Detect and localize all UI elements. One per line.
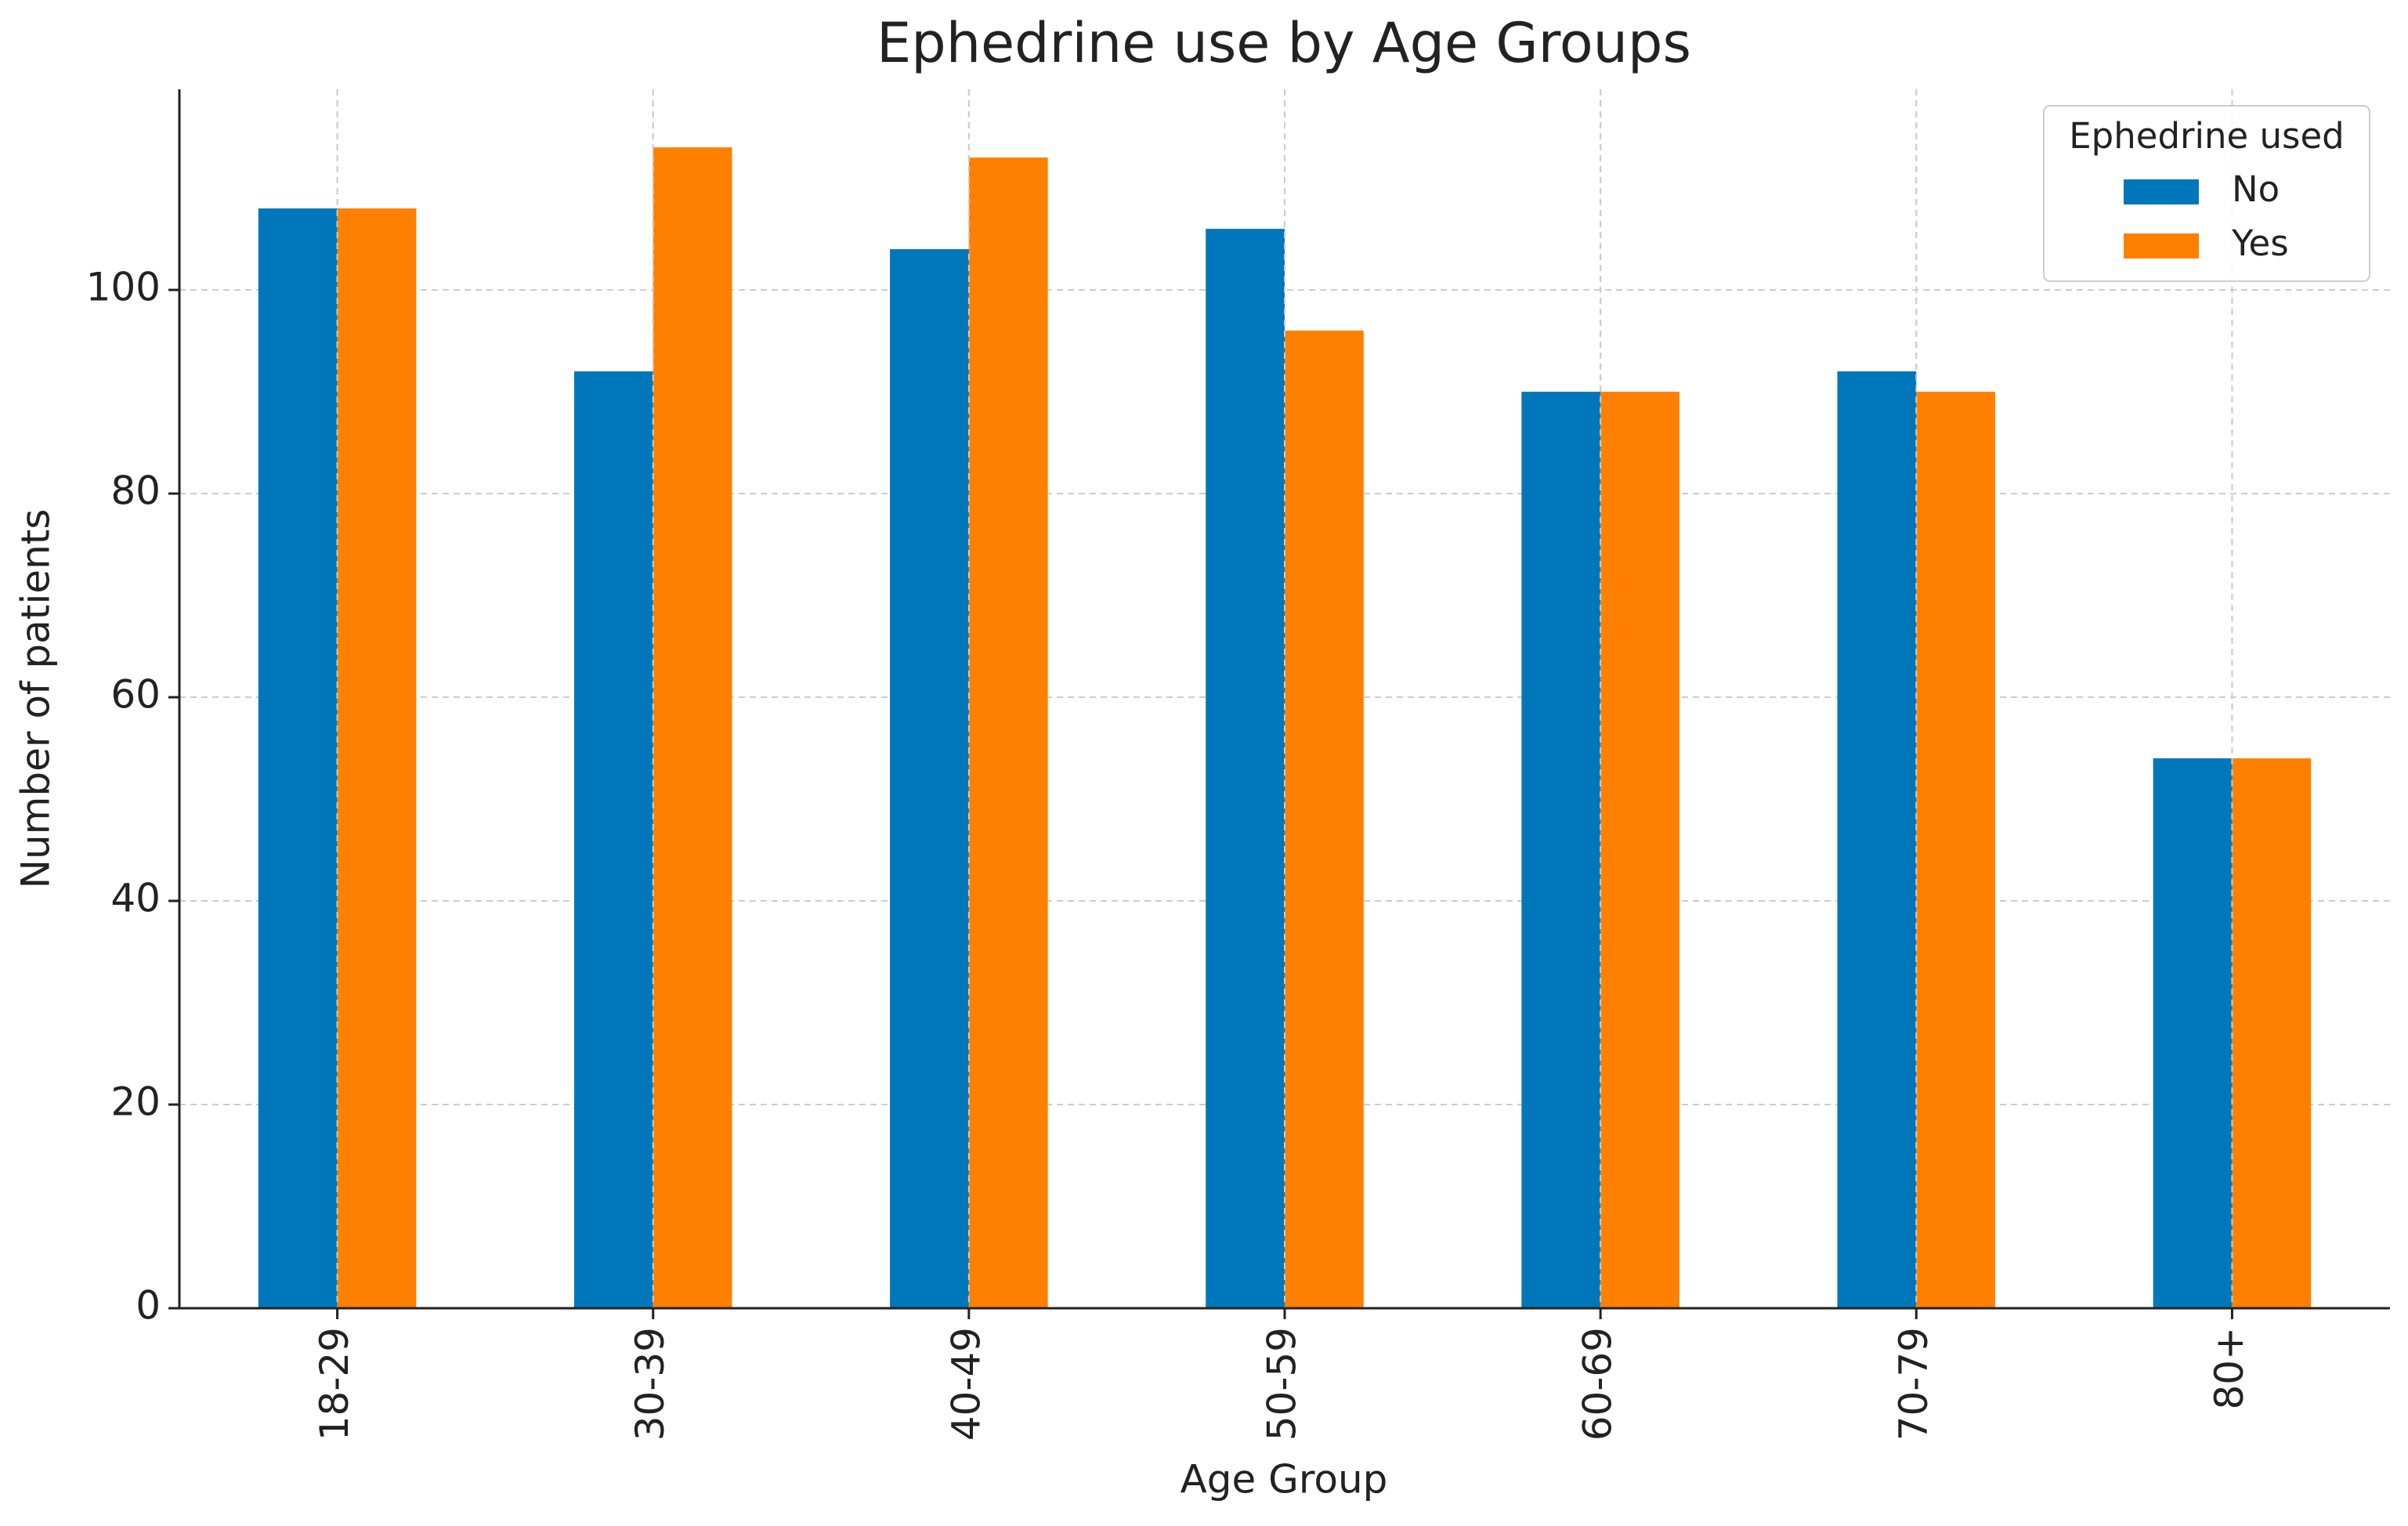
bar	[1206, 229, 1285, 1308]
bar	[890, 249, 969, 1308]
legend-title: Ephedrine used	[2069, 115, 2345, 157]
bar	[573, 371, 653, 1308]
bar	[1837, 371, 1917, 1308]
bar	[2153, 758, 2233, 1308]
y-tick-label: 40	[110, 876, 161, 921]
bar	[2232, 758, 2312, 1308]
y-tick-label: 100	[86, 265, 161, 310]
bar	[1600, 392, 1679, 1308]
x-tick-label: 70-79	[1891, 1327, 1936, 1441]
chart-title: Ephedrine use by Age Groups	[877, 11, 1691, 75]
x-tick-label: 50-59	[1260, 1327, 1305, 1441]
y-tick-label: 60	[110, 672, 161, 718]
x-tick-label: 60-69	[1575, 1327, 1621, 1441]
y-tick-label: 0	[136, 1283, 161, 1329]
y-axis-label: Number of patients	[13, 509, 59, 889]
bar	[1521, 392, 1601, 1308]
legend-swatch	[2124, 179, 2199, 204]
bar	[968, 157, 1048, 1309]
legend-label: Yes	[2231, 222, 2289, 264]
legend: Ephedrine used No Yes	[2043, 105, 2370, 282]
bar	[258, 208, 338, 1309]
bar	[1916, 392, 1996, 1308]
x-tick-label: 80+	[2207, 1327, 2252, 1410]
bar	[653, 147, 732, 1309]
bar	[337, 208, 417, 1309]
x-tick-label: 30-39	[627, 1327, 673, 1441]
y-tick-label: 80	[110, 468, 161, 514]
x-axis-label: Age Group	[1180, 1457, 1388, 1502]
y-tick-label: 20	[110, 1079, 161, 1125]
legend-swatch	[2124, 233, 2199, 259]
legend-label: No	[2232, 168, 2280, 210]
x-tick-label: 18-29	[312, 1327, 357, 1441]
bar	[1285, 331, 1364, 1308]
x-tick-label: 40-49	[943, 1327, 989, 1441]
